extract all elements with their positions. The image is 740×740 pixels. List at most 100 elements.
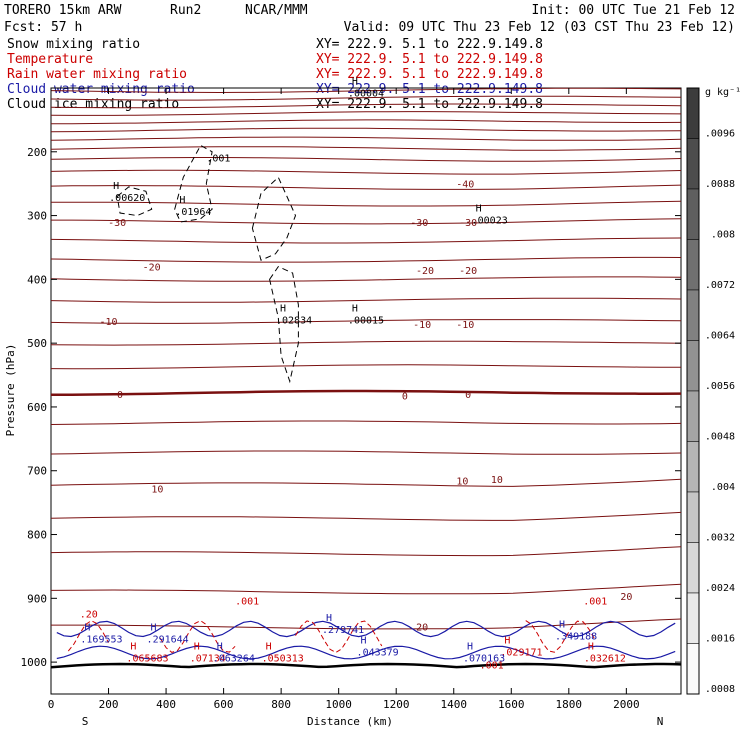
snow-max-marker: H — [476, 203, 482, 214]
snow-max-marker: H — [179, 195, 185, 206]
isotherm-line — [50, 511, 682, 521]
rain-max-value: .065683 — [126, 654, 168, 665]
run-label: Run2 — [170, 3, 201, 18]
cloud-water-contour — [56, 620, 676, 638]
rain-max-marker: H — [588, 642, 594, 653]
x-axis-right-end: N — [657, 715, 664, 728]
isotherm-label: 10 — [491, 475, 503, 486]
x-tick-label: 200 — [99, 698, 119, 711]
x-axis-label: Distance (km) — [307, 715, 393, 728]
isotherm-line — [50, 340, 682, 346]
colorbar-bin — [686, 542, 700, 594]
colorbar-tick-label: .0008 — [705, 684, 735, 695]
x-axis-left-end: S — [82, 715, 89, 728]
isotherm-line — [50, 583, 682, 595]
colorbar-frame — [686, 87, 700, 695]
x-tick-label: 1000 — [325, 698, 352, 711]
isotherm-line — [50, 184, 682, 190]
rain-max-value: .032612 — [584, 654, 626, 665]
field-xy: XY= 222.9. 5.1 to 222.9.149.8 — [316, 67, 543, 82]
isotherm-line — [50, 127, 682, 133]
axes: 0 200 400 600 800 1000 1200 1400 1600 1800 2000200… — [21, 88, 681, 711]
colorbar-tick-label: .0032 — [705, 533, 735, 544]
colorbar-bin — [686, 643, 700, 695]
x-tick-label: 2000 — [613, 698, 640, 711]
colorbar-tick-label: .0088 — [705, 179, 735, 190]
isotherm-label: -30 — [410, 218, 428, 229]
isotherm-line — [50, 276, 682, 282]
x-tick-label: 0 — [48, 698, 55, 711]
rain-max-value: .050313 — [262, 654, 304, 665]
cloud-water-max-value: .291644 — [147, 635, 189, 646]
contour-labels: -40 -30 -30 -30 -20 -20 -20 -10 -10 -10 0 0 0 10 10 10 2… — [80, 77, 633, 672]
snow-max-value: .01964 — [175, 207, 211, 218]
colorbar-bin — [686, 188, 700, 240]
isotherm-line — [50, 420, 682, 425]
cloud-water-max-marker: H — [217, 642, 223, 653]
y-tick-label: 300 — [27, 210, 47, 223]
rain-water-contour — [159, 620, 236, 653]
y-tick-label: 700 — [27, 465, 47, 478]
rain-max-value: .029171 — [500, 647, 542, 658]
rain-max-value: .07134 — [190, 654, 226, 665]
field-name: Temperature — [7, 52, 93, 67]
x-tick-label: 1800 — [556, 698, 583, 711]
colorbar-tick-label: .0056 — [705, 381, 735, 392]
field-xy: XY= 222.9. 5.1 to 222.9.149.8 — [316, 37, 543, 52]
colorbar-tick-label: .0024 — [705, 583, 735, 594]
snow-max-marker: H — [352, 77, 358, 88]
cloud-water-max-value: .349188 — [555, 631, 597, 642]
rain-water-contour — [525, 620, 596, 653]
isotherm-label: 10 — [456, 476, 468, 487]
snow-max-value: .02834 — [276, 316, 312, 327]
isotherm-line — [51, 218, 682, 225]
y-axis-label: Pressure (hPa) — [4, 344, 17, 437]
colorbar-tick-label: .008 — [711, 230, 735, 241]
isotherm-line — [50, 95, 682, 101]
isotherm-label: -10 — [413, 320, 431, 331]
surface-line — [50, 662, 682, 669]
colorbar-bin — [686, 441, 700, 493]
colorbar-bin — [686, 592, 700, 644]
cloud-water-contour — [56, 645, 676, 660]
isotherm-line — [50, 136, 682, 141]
isotherm-label: 0 — [465, 390, 471, 401]
snow-contour — [174, 144, 213, 223]
isotherm-label: -30 — [459, 218, 477, 229]
colorbar-tick-label: .0016 — [705, 634, 735, 645]
x-tick-label: 1200 — [383, 698, 410, 711]
isotherm-label: 0 — [402, 391, 408, 402]
rain-water-contour — [295, 620, 383, 654]
x-tick-label: 1600 — [498, 698, 525, 711]
hydrometeor-contours — [56, 144, 676, 660]
model-title: TORERO 15km ARW — [4, 3, 122, 18]
isotherm-line — [50, 87, 682, 94]
colorbar-tick-label: .0096 — [705, 129, 735, 140]
field-xy: XY= 222.9. 5.1 to 222.9.149.8 — [316, 52, 543, 67]
isotherm-line — [50, 169, 682, 175]
isotherm-label: -20 — [416, 266, 434, 277]
colorbar-bin — [686, 340, 700, 392]
isotherm-line — [50, 478, 682, 487]
snow-contour — [116, 186, 153, 217]
isotherm-label: -10 — [456, 320, 474, 331]
colorbar-unit: g kg⁻¹ — [705, 87, 740, 98]
cloud-water-max-marker: H — [559, 619, 565, 630]
rain-max-marker: H — [194, 642, 200, 653]
rain-max-marker: H — [266, 642, 272, 653]
colorbar-bin — [686, 390, 700, 442]
isotherm-label: -10 — [100, 317, 118, 328]
cloud-water-max-marker: H — [151, 623, 157, 634]
isotherm-line — [50, 103, 682, 109]
colorbar-tick-label: .004 — [711, 482, 735, 493]
snow-max-value: .00023 — [472, 215, 508, 226]
colorbar: .0096 .0088 .008 .0072 .0064 .0056 .0048 .004 .0… — [686, 87, 740, 695]
colorbar-tick-label: .0048 — [705, 432, 735, 443]
x-tick-label: 1400 — [440, 698, 467, 711]
colorbar-tick-label: .0072 — [705, 280, 735, 291]
isotherm-label: -30 — [108, 218, 126, 229]
field-legend: Snow mixing ratio XY= 222.9. 5.1 to 222.… — [7, 37, 543, 112]
snow-contour — [269, 265, 299, 384]
isotherm-line — [50, 319, 682, 324]
rain-max-marker: H — [504, 635, 510, 646]
